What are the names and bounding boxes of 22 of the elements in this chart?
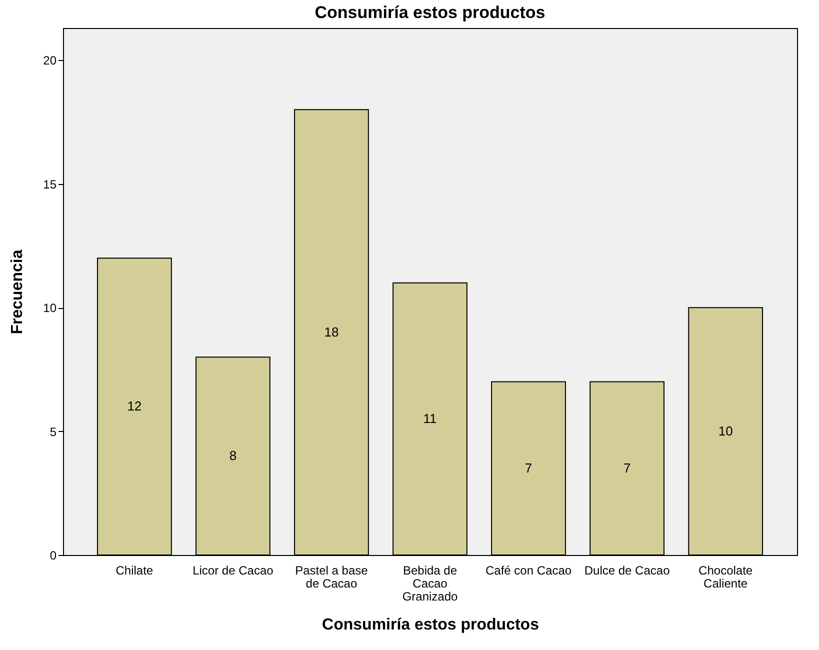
chart-title: Consumiría estos productos — [314, 3, 546, 22]
x-tick-label: Pastel a base de Cacao — [295, 564, 368, 590]
y-tick-label: 15 — [43, 177, 57, 192]
data-label: 18 — [324, 324, 339, 340]
x-tick-label: Chocolate Caliente — [698, 564, 753, 590]
y-tick-label: 10 — [43, 301, 57, 316]
x-tick-label: Licor de Cacao — [192, 564, 274, 578]
y-tick-label: 20 — [43, 54, 57, 68]
y-tick-label: 5 — [50, 424, 57, 439]
data-label: 8 — [229, 448, 237, 464]
y-tick-label: 0 — [50, 548, 57, 562]
data-label: 10 — [718, 423, 733, 438]
data-label: 11 — [423, 410, 437, 426]
x-axis-title: Consumiría estos productos — [322, 616, 540, 634]
data-label: 12 — [127, 398, 142, 414]
data-label: 7 — [623, 460, 631, 476]
y-axis-title: Frecuencia — [9, 250, 26, 334]
x-tick-label: Bebida de Cacao Granizado — [402, 564, 458, 604]
x-tick-label: Café con Cacao — [485, 564, 572, 578]
x-tick-label: Dulce de Cacao — [584, 564, 670, 578]
data-label: 7 — [524, 460, 532, 476]
x-tick-label: Chilate — [116, 564, 154, 578]
